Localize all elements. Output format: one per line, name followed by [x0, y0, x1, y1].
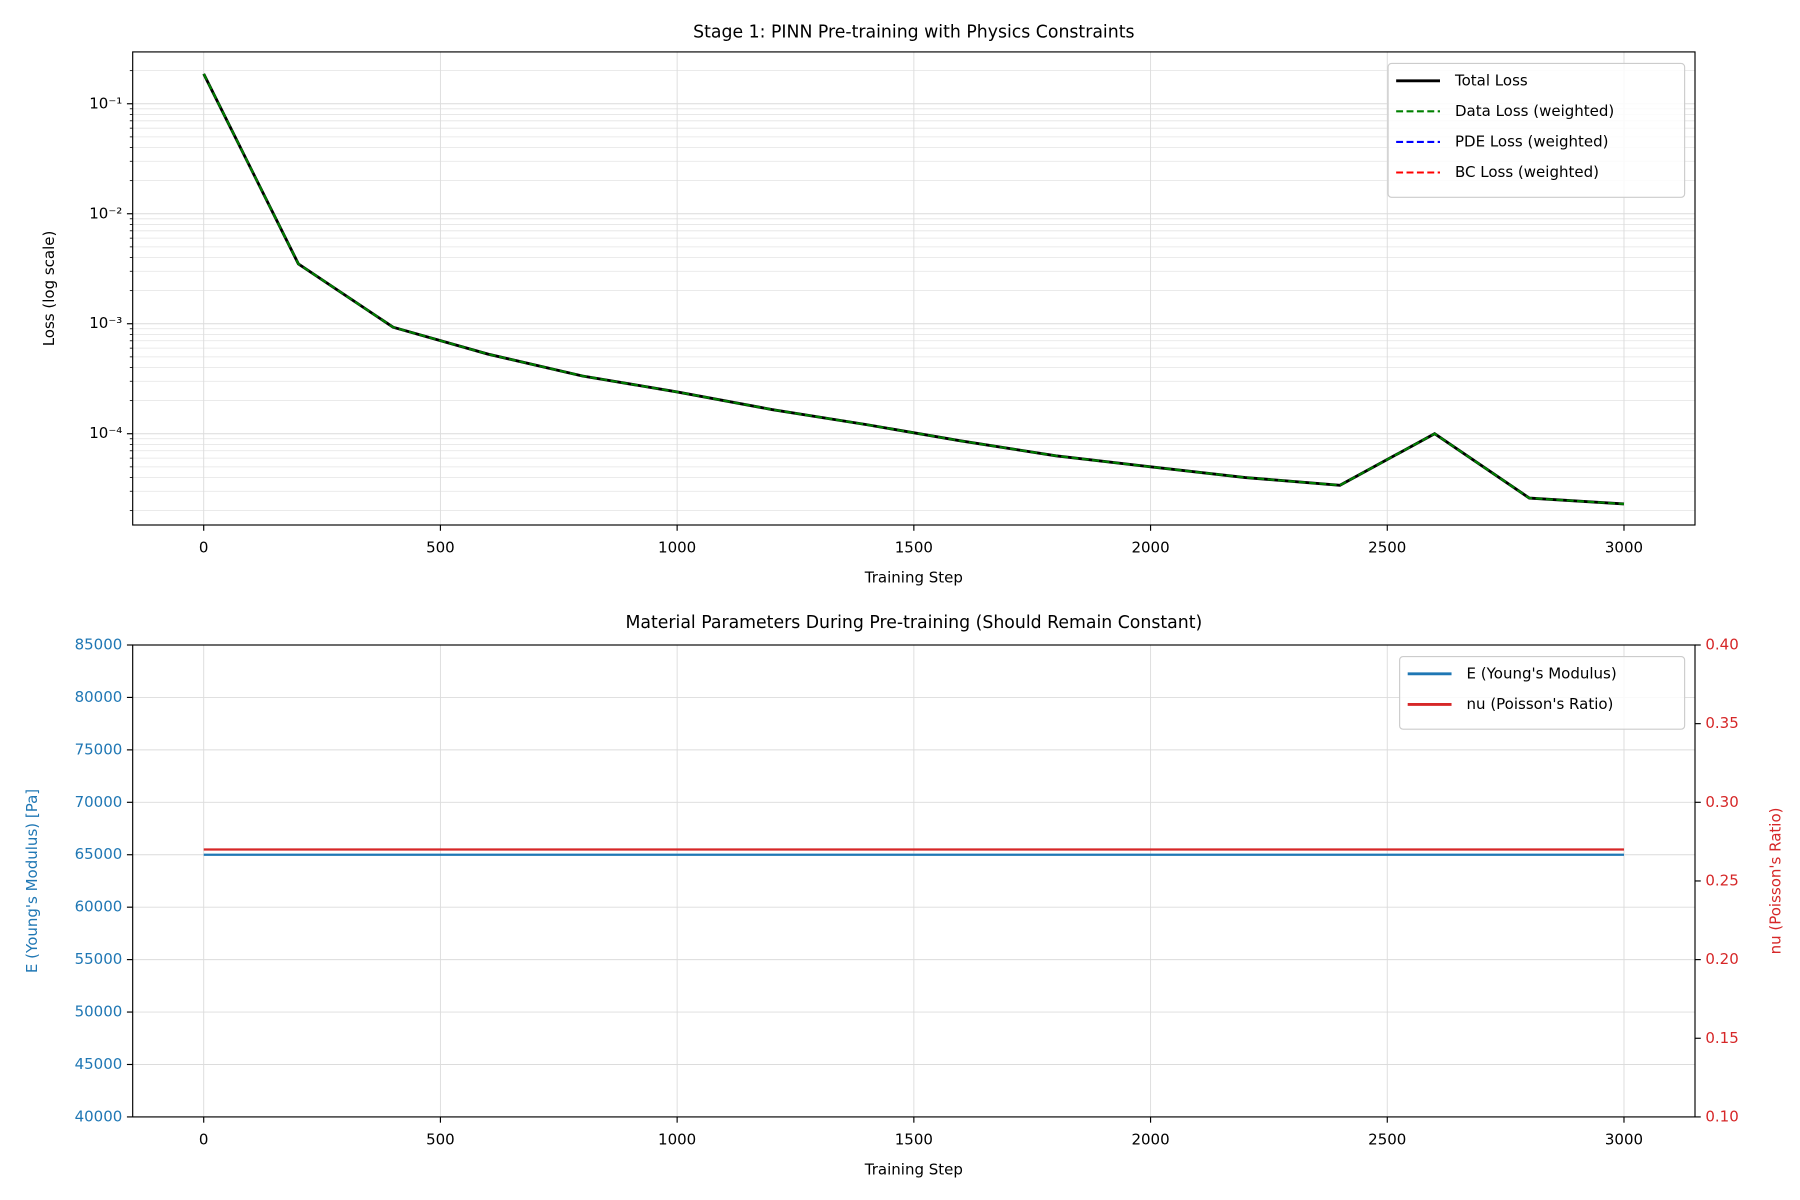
y-tick-label: 10⁻⁴	[89, 424, 122, 442]
y2-tick-label: 0.25	[1705, 871, 1738, 889]
y2-tick-label: 0.20	[1705, 950, 1738, 968]
chart: Material Parameters During Pre-training …	[23, 613, 1784, 1178]
legend-label: nu (Poisson's Ratio)	[1467, 695, 1614, 713]
series-line	[202, 73, 1625, 505]
chart-title: Stage 1: PINN Pre-training with Physics …	[693, 22, 1134, 42]
chart-title: Material Parameters During Pre-training …	[625, 613, 1202, 633]
y-tick-label: 85000	[75, 636, 123, 654]
y2-tick-label: 0.10	[1705, 1107, 1738, 1125]
legend-label: Data Loss (weighted)	[1455, 102, 1614, 120]
y-tick-label: 40000	[75, 1107, 123, 1125]
x-tick-label: 2500	[1368, 539, 1406, 557]
y-tick-label: 50000	[75, 1003, 123, 1021]
axes-frame	[132, 644, 1696, 1118]
x-tick-label: 2000	[1131, 539, 1169, 557]
x-tick-label: 2500	[1368, 1131, 1406, 1149]
y2-tick-label: 0.40	[1705, 636, 1738, 654]
legend-label: PDE Loss (weighted)	[1455, 132, 1609, 150]
x-tick-label: 1000	[658, 1131, 696, 1149]
legend-label: Total Loss	[1454, 71, 1528, 89]
x-axis-label: Training Step	[864, 1161, 963, 1179]
x-tick-label: 500	[426, 1131, 455, 1149]
y-axis-label: Loss (log scale)	[40, 231, 58, 347]
x-axis-label: Training Step	[864, 569, 963, 587]
axes-frame	[132, 51, 1696, 526]
y-tick-label: 60000	[75, 898, 123, 916]
x-tick-label: 0	[199, 539, 209, 557]
legend-box	[1399, 655, 1686, 730]
x-tick-label: 3000	[1605, 539, 1643, 557]
y-axis-label: E (Young's Modulus) [Pa]	[23, 789, 41, 973]
y2-tick-label: 0.15	[1705, 1029, 1738, 1047]
x-tick-label: 0	[199, 1131, 209, 1149]
y-tick-label: 75000	[75, 740, 123, 758]
x-tick-label: 500	[426, 539, 455, 557]
x-tick-label: 3000	[1605, 1131, 1643, 1149]
x-tick-label: 1000	[658, 539, 696, 557]
x-tick-label: 1500	[895, 1131, 933, 1149]
chart: Stage 1: PINN Pre-training with Physics …	[40, 22, 1696, 587]
y-tick-label: 65000	[75, 845, 123, 863]
y2-tick-label: 0.35	[1705, 714, 1738, 732]
y-tick-label: 10⁻¹	[89, 94, 122, 112]
y2-tick-label: 0.30	[1705, 793, 1738, 811]
y2-axis-label: nu (Poisson's Ratio)	[1766, 808, 1784, 955]
legend-box	[1387, 62, 1686, 198]
y-tick-label: 80000	[75, 688, 123, 706]
x-tick-label: 2000	[1131, 1131, 1169, 1149]
y-tick-label: 45000	[75, 1055, 123, 1073]
y-tick-label: 70000	[75, 793, 123, 811]
legend-label: E (Young's Modulus)	[1467, 664, 1617, 682]
y-tick-label: 10⁻³	[89, 314, 122, 332]
y-tick-label: 55000	[75, 950, 123, 968]
legend-label: BC Loss (weighted)	[1455, 163, 1599, 181]
y-tick-label: 10⁻²	[89, 204, 122, 222]
x-tick-label: 1500	[895, 539, 933, 557]
